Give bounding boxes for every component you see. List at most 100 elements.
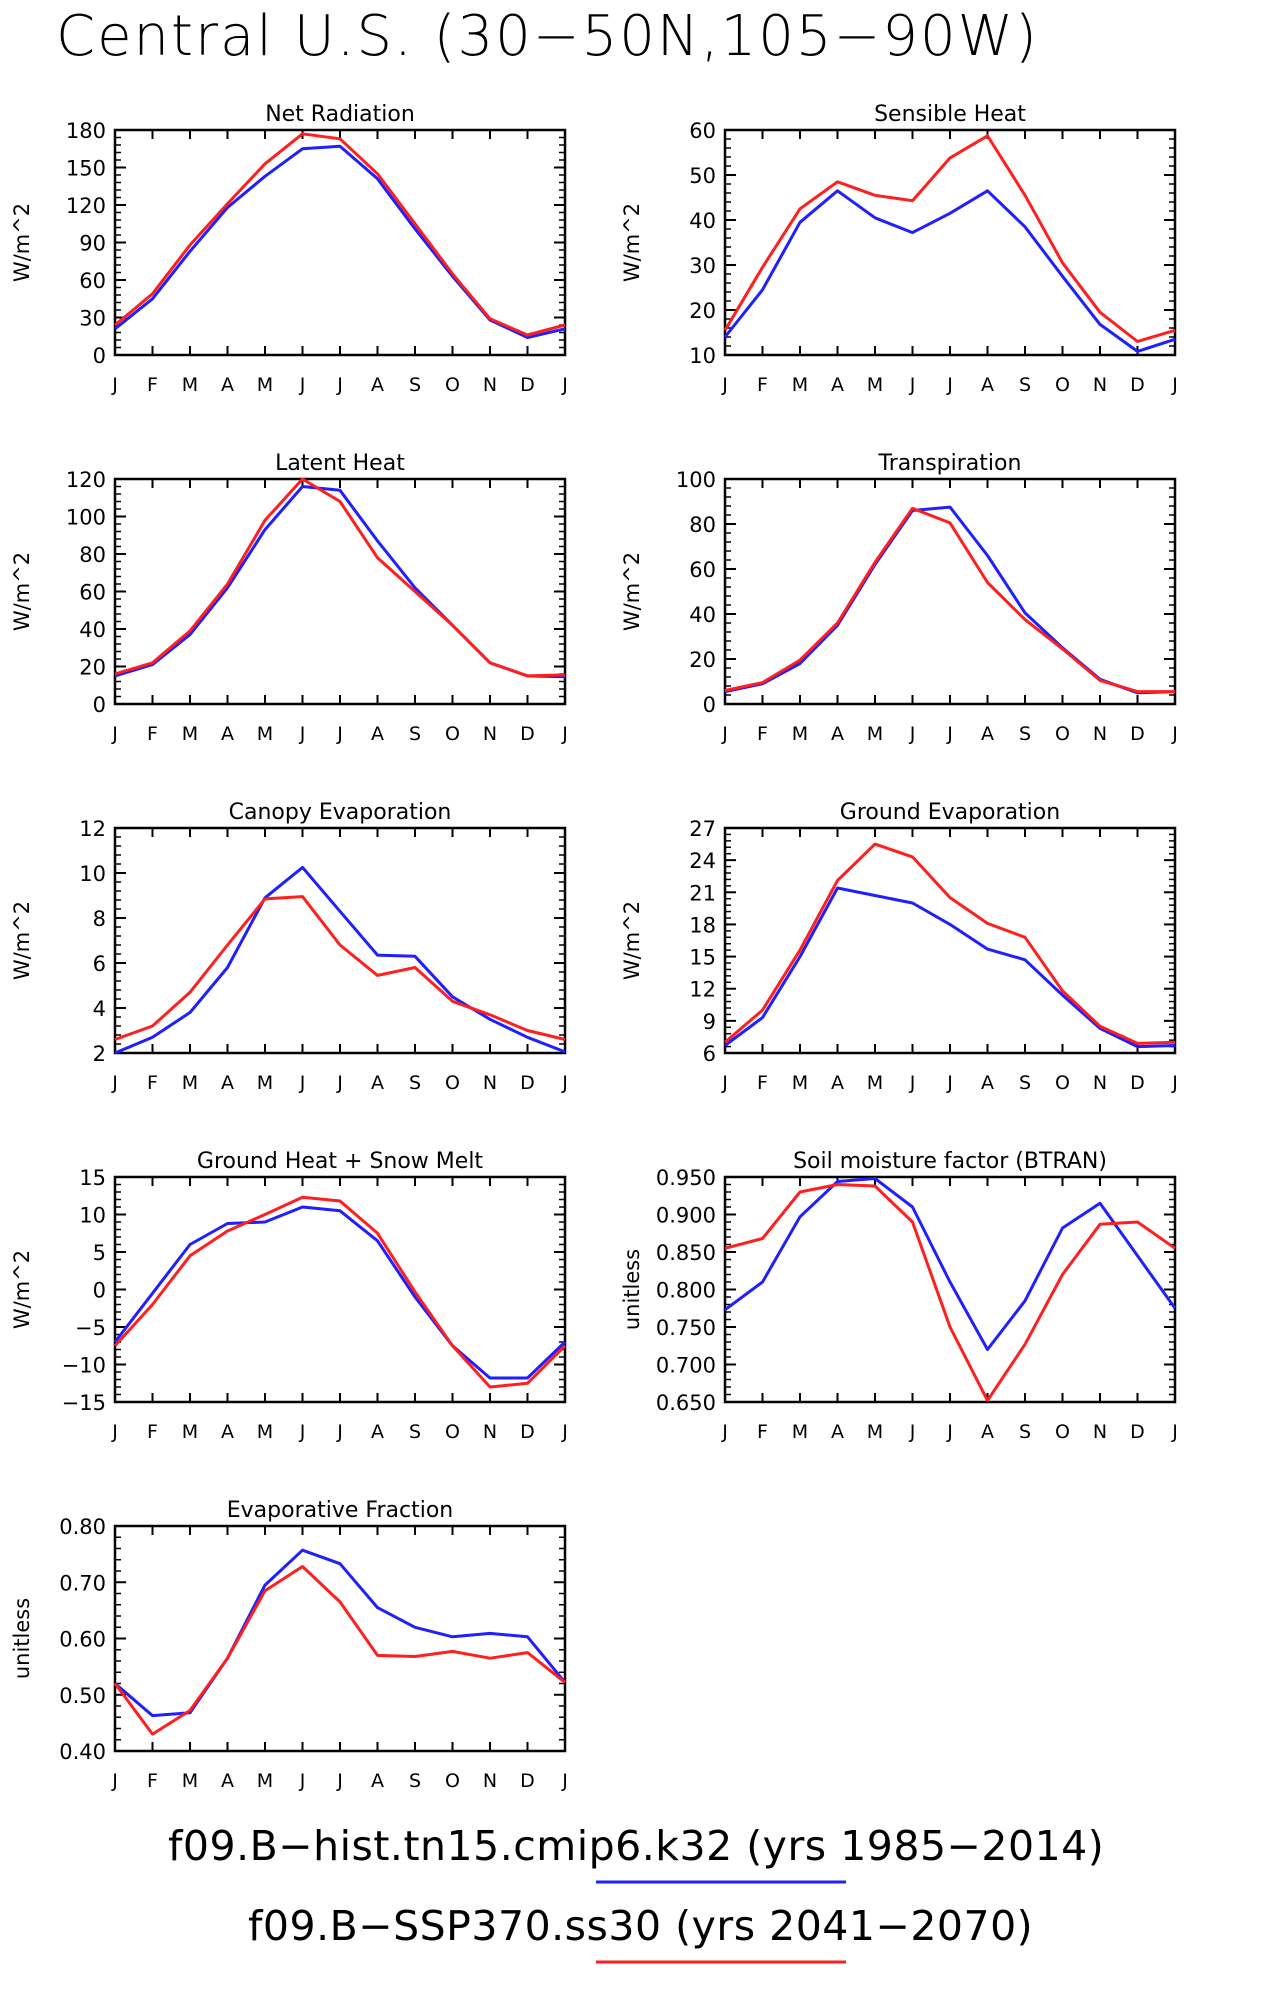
y-tick-label: 150: [66, 157, 106, 181]
y-tick-label: 80: [79, 543, 106, 567]
x-tick-label: N: [483, 1072, 497, 1094]
x-tick-label: F: [147, 1421, 158, 1443]
y-tick-label: 0.750: [656, 1316, 716, 1340]
x-tick-label: A: [221, 1072, 234, 1094]
x-tick-label: M: [792, 723, 808, 745]
plot-frame: [113, 477, 567, 706]
y-tick-label: 20: [689, 299, 716, 323]
y-axis-label: W/m^2: [620, 203, 644, 282]
y-tick-label: 0.70: [59, 1571, 106, 1595]
x-tick-label: A: [981, 374, 994, 396]
x-tick-label: J: [561, 1421, 568, 1443]
y-tick-label: 15: [689, 946, 716, 970]
series-line-ssp370: [114, 895, 566, 1041]
y-axis-label: W/m^2: [10, 552, 34, 631]
y-tick-label: 0.80: [59, 1515, 106, 1539]
y-tick-label: 0.850: [656, 1241, 716, 1265]
x-tick-label: J: [111, 374, 118, 396]
y-tick-label: 40: [689, 209, 716, 233]
y-tick-label: 120: [66, 468, 106, 492]
chart-soil-moisture-factor-btran: J F M A M J J A S O N D J0.6500.7000.7500.8000.8500.…: [620, 1149, 1178, 1443]
x-tick-label: S: [409, 374, 421, 396]
y-tick-label: 60: [689, 119, 716, 143]
x-tick-label: O: [445, 723, 460, 745]
x-tick-label: D: [1130, 723, 1145, 745]
x-tick-label: J: [1171, 1072, 1178, 1094]
x-tick-label: O: [1055, 1072, 1070, 1094]
y-tick-label: 15: [79, 1166, 106, 1190]
x-tick-label: M: [867, 1072, 883, 1094]
y-tick-label: 0.900: [656, 1204, 716, 1228]
x-tick-label: F: [757, 723, 768, 745]
x-tick-label: F: [757, 374, 768, 396]
x-tick-label: A: [221, 1421, 234, 1443]
x-tick-label: S: [409, 1770, 421, 1792]
y-tick-label: 120: [66, 194, 106, 218]
y-tick-label: −15: [62, 1391, 106, 1415]
x-tick-label: O: [445, 1421, 460, 1443]
x-tick-label: M: [182, 1421, 198, 1443]
x-tick-label: J: [721, 1421, 728, 1443]
x-tick-label: N: [483, 374, 497, 396]
x-tick-label: M: [182, 723, 198, 745]
y-tick-label: 30: [79, 307, 106, 331]
x-tick-label: J: [561, 723, 568, 745]
x-tick-label: J: [1171, 1421, 1178, 1443]
series-line-ssp370: [723, 134, 1176, 343]
x-tick-label: J: [111, 723, 118, 745]
x-tick-label: S: [409, 1421, 421, 1443]
x-tick-label: M: [257, 1072, 273, 1094]
y-tick-label: 24: [689, 849, 716, 873]
x-tick-label: A: [221, 374, 234, 396]
y-tick-label: 80: [689, 513, 716, 537]
chart-title: Ground Evaporation: [840, 800, 1060, 825]
y-tick-label: 10: [79, 862, 106, 886]
chart-title: Canopy Evaporation: [229, 800, 452, 825]
chart-title: Evaporative Fraction: [227, 1498, 453, 1523]
y-tick-label: 20: [689, 648, 716, 672]
x-tick-label: S: [409, 1072, 421, 1094]
y-tick-label: 4: [93, 997, 106, 1021]
x-tick-label: J: [721, 1072, 728, 1094]
x-tick-label: F: [147, 1770, 158, 1792]
chart-transpiration: J F M A M J J A S O N D J020406080100TranspirationW/…: [620, 451, 1178, 745]
series-line-historical: [723, 189, 1176, 353]
x-tick-label: D: [520, 1770, 535, 1792]
x-tick-label: J: [561, 1072, 568, 1094]
x-tick-label: F: [147, 374, 158, 396]
x-tick-label: F: [147, 723, 158, 745]
x-tick-label: O: [445, 1072, 460, 1094]
y-tick-label: 12: [689, 978, 716, 1002]
x-tick-label: A: [831, 1421, 844, 1443]
x-tick-label: D: [1130, 1421, 1145, 1443]
y-tick-label: 30: [689, 254, 716, 278]
y-tick-label: 20: [79, 656, 106, 680]
x-tick-label: M: [182, 1072, 198, 1094]
plot-frame: [723, 128, 1177, 357]
chart-title: Latent Heat: [275, 451, 405, 476]
chart-title: Net Radiation: [265, 102, 415, 127]
y-tick-label: 9: [703, 1010, 716, 1034]
x-tick-label: O: [1055, 723, 1070, 745]
x-tick-label: M: [867, 1421, 883, 1443]
y-axis-label: W/m^2: [620, 552, 644, 631]
x-tick-label: S: [1019, 374, 1031, 396]
x-tick-label: A: [371, 1770, 384, 1792]
x-tick-label: J: [909, 1421, 916, 1443]
chart-title: Soil moisture factor (BTRAN): [793, 1149, 1107, 1174]
series-line-historical: [724, 1177, 1177, 1351]
plot-frame: [723, 826, 1177, 1055]
series-line-historical: [114, 865, 566, 1055]
x-tick-label: J: [946, 1421, 953, 1443]
y-tick-label: 10: [79, 1204, 106, 1228]
y-tick-label: 0.40: [59, 1740, 106, 1764]
x-tick-label: A: [371, 723, 384, 745]
y-tick-label: 60: [689, 558, 716, 582]
x-tick-label: N: [1093, 374, 1107, 396]
x-tick-label: O: [445, 374, 460, 396]
y-tick-label: 50: [689, 164, 716, 188]
x-tick-label: J: [336, 1072, 343, 1094]
